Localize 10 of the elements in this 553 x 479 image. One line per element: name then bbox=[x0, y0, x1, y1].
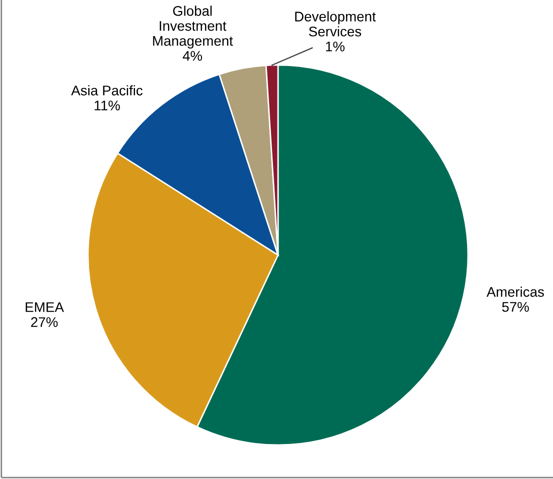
slice-label: Development Services bbox=[295, 11, 376, 36]
slice-label: EMEA bbox=[26, 302, 64, 312]
slice-label: Asia Pacific bbox=[71, 85, 143, 96]
data-label: 57% bbox=[502, 302, 529, 312]
data-label: 4% bbox=[182, 50, 202, 61]
slice-label: Global Investment Management bbox=[153, 6, 233, 49]
data-label: 27% bbox=[31, 317, 58, 327]
data-label: 11% bbox=[94, 100, 120, 110]
data-label: 1% bbox=[326, 42, 345, 52]
slice-label: Americas bbox=[486, 286, 544, 297]
